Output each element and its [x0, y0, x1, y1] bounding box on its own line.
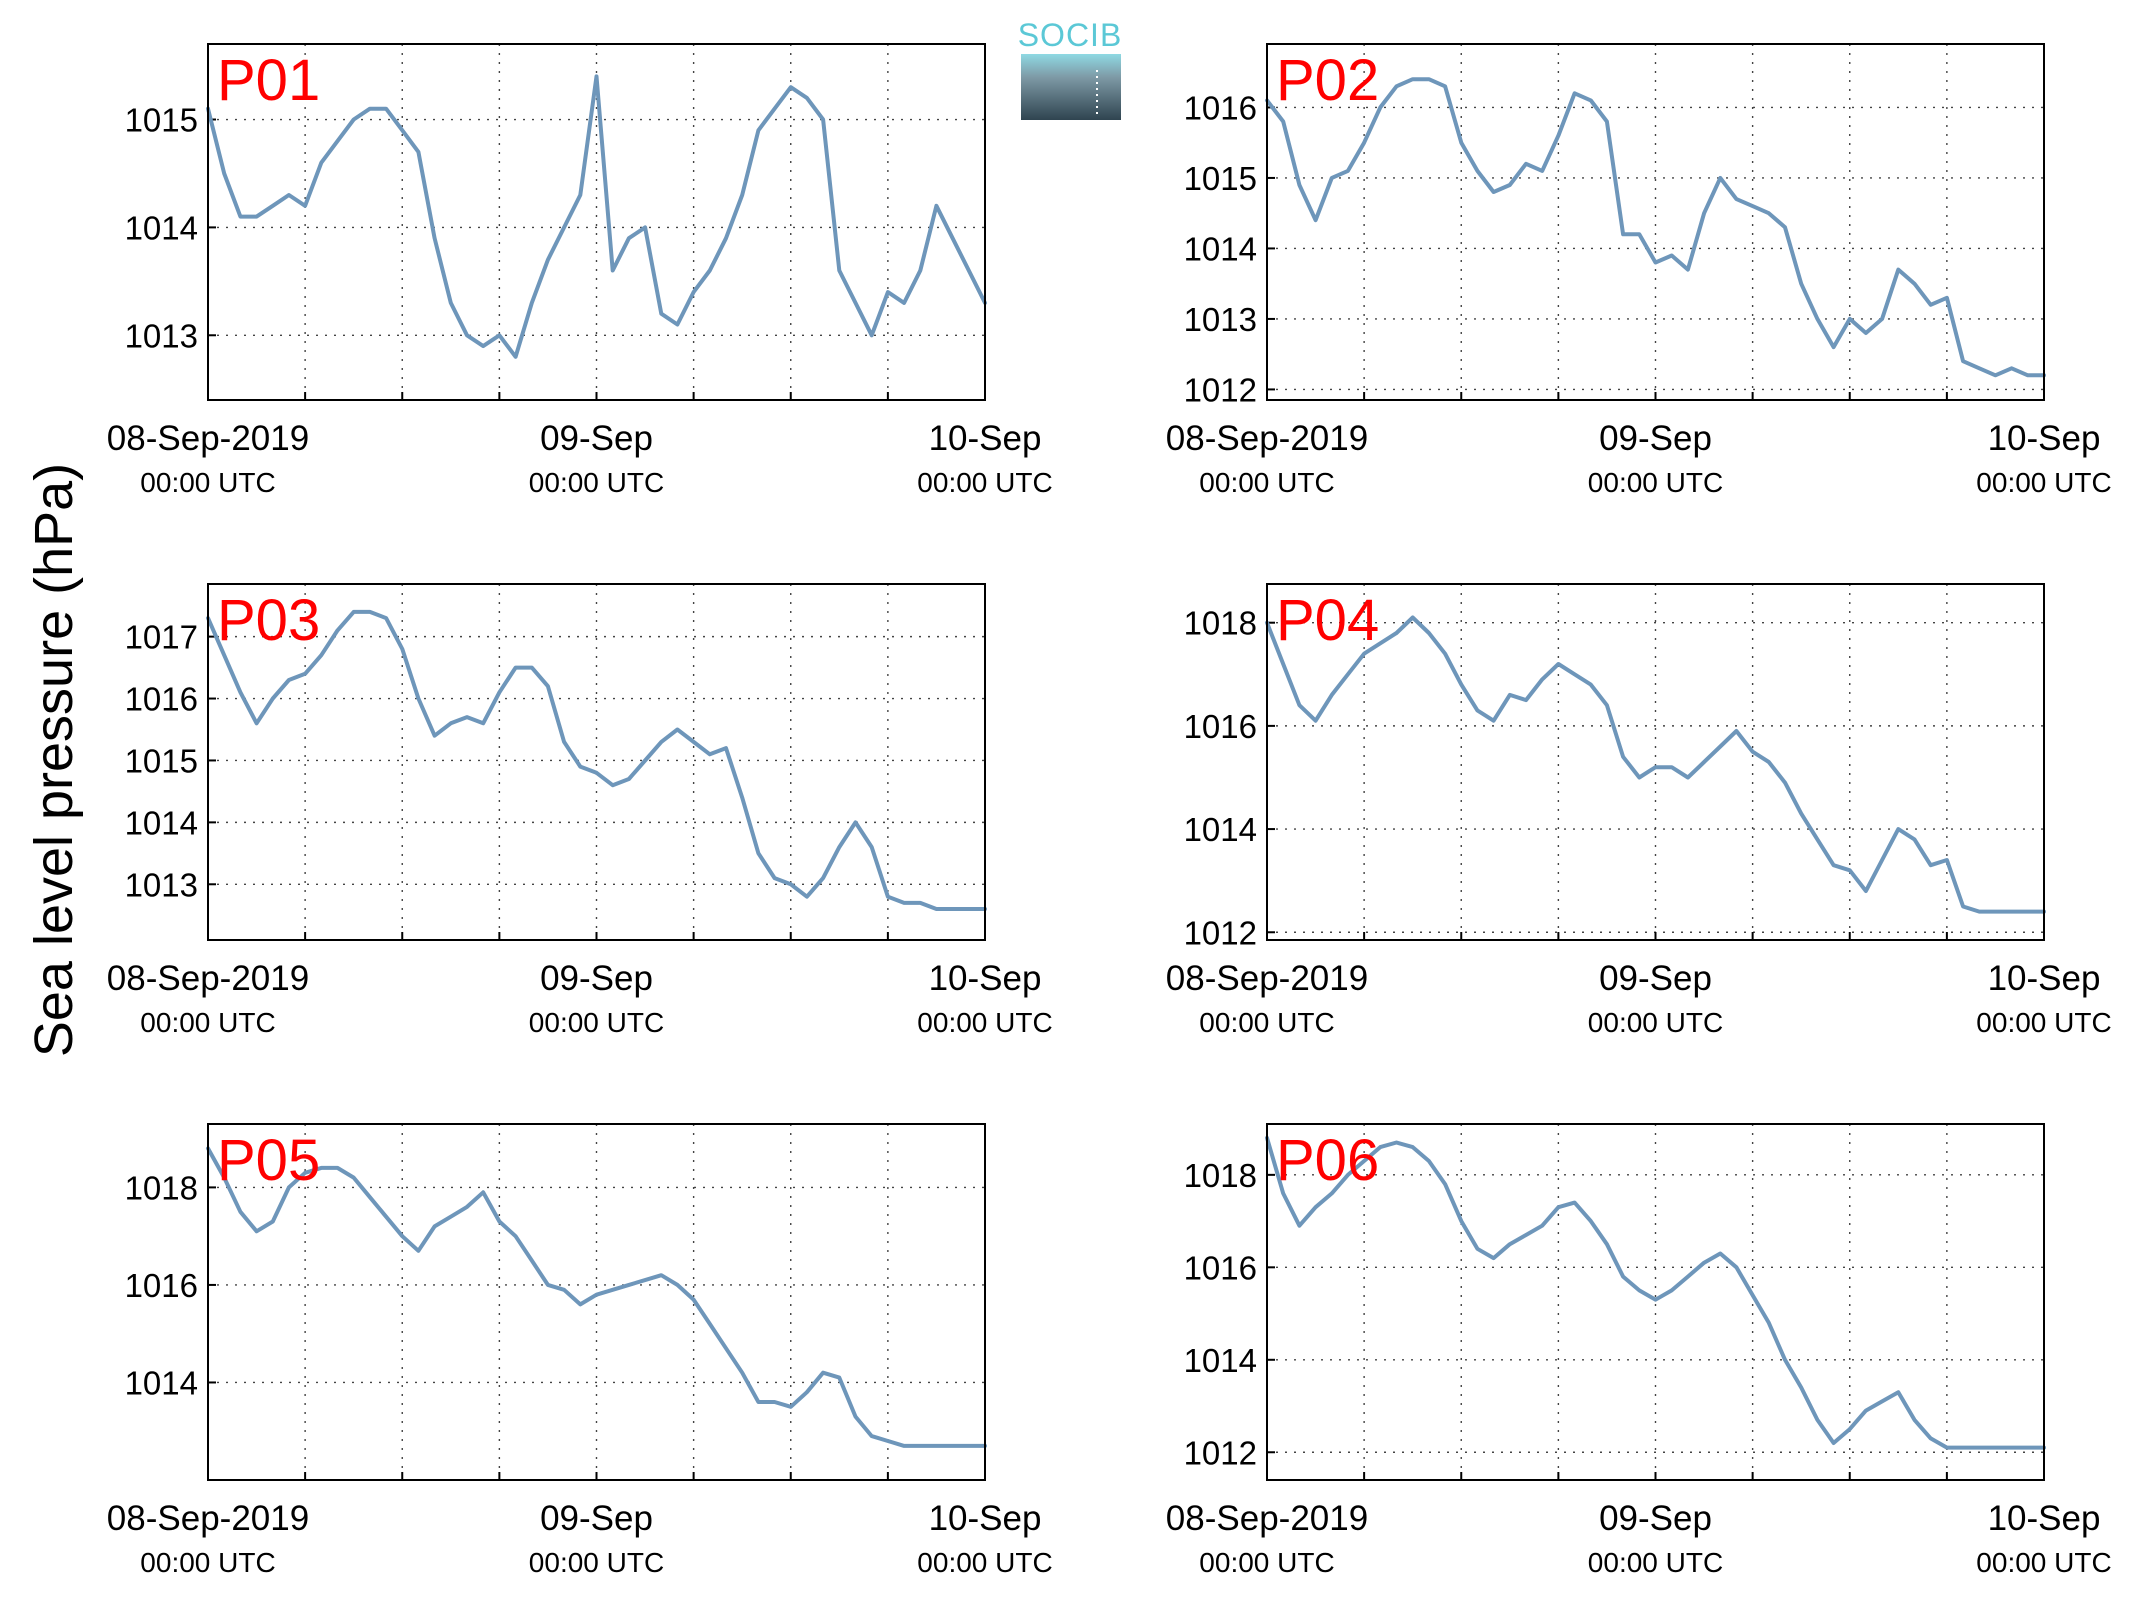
panel-label: P06	[1276, 1128, 1379, 1193]
x-tick-date-label: 08-Sep-2019	[1166, 959, 1368, 998]
axes-frame	[1266, 1123, 2045, 1481]
pressure-series-line	[206, 1146, 987, 1448]
y-tick-label: 1016	[1184, 708, 1257, 745]
y-tick-label: 1016	[125, 1267, 198, 1304]
socib-logo: SOCIB	[1018, 17, 1123, 120]
x-tick-date-label: 08-Sep-2019	[1166, 419, 1368, 458]
x-tick-time-label: 00:00 UTC	[1588, 467, 1723, 498]
logo-text: SOCIB	[1018, 17, 1123, 53]
y-tick-label: 1016	[125, 681, 198, 718]
panel-p06: 1012 1014 1016 1018 P06 08-Sep-2019 00:00 UTC 0…	[1166, 1123, 2112, 1578]
pressure-series-line	[1265, 1135, 2046, 1450]
x-tick-date-label: 09-Sep	[540, 1499, 653, 1538]
panel-label: P04	[1276, 588, 1379, 653]
y-tick-label: 1016	[1184, 1249, 1257, 1286]
x-tick-time-label: 00:00 UTC	[140, 467, 275, 498]
x-tick-time-label: 00:00 UTC	[1199, 467, 1334, 498]
y-tick-label: 1013	[1184, 301, 1257, 338]
x-tick-date-label: 09-Sep	[1599, 1499, 1712, 1538]
pressure-series-line	[1265, 77, 2046, 378]
panels: 1013 1014 1015 P01 08-Sep-2019 00:00 UTC 09-Se…	[107, 43, 2112, 1578]
y-tick-label: 1012	[1184, 1434, 1257, 1471]
x-tick-date-label: 10-Sep	[929, 419, 1042, 458]
axes-frame	[207, 43, 986, 401]
x-tick-date-label: 09-Sep	[540, 419, 653, 458]
x-tick-date-label: 09-Sep	[1599, 959, 1712, 998]
panel-p02: 1012 1013 1014 1015 1016 P02 08-Sep-2019 00:00 …	[1166, 43, 2112, 498]
x-tick-date-label: 08-Sep-2019	[107, 959, 309, 998]
axes-frame	[207, 583, 986, 941]
y-tick-label: 1016	[1184, 89, 1257, 126]
x-tick-date-label: 10-Sep	[929, 1499, 1042, 1538]
x-tick-time-label: 00:00 UTC	[917, 1007, 1052, 1038]
x-tick-date-label: 08-Sep-2019	[107, 1499, 309, 1538]
y-tick-label: 1014	[125, 1364, 198, 1401]
y-tick-label: 1012	[1184, 371, 1257, 408]
panel-label: P02	[1276, 48, 1379, 113]
x-tick-time-label: 00:00 UTC	[1976, 1547, 2111, 1578]
y-tick-label: 1015	[125, 102, 198, 139]
x-tick-date-label: 08-Sep-2019	[1166, 1499, 1368, 1538]
x-tick-time-label: 00:00 UTC	[917, 1547, 1052, 1578]
panel-label: P03	[217, 588, 320, 653]
x-tick-date-label: 10-Sep	[1988, 419, 2101, 458]
y-tick-label: 1018	[1184, 1157, 1257, 1194]
panel-p03: 1013 1014 1015 1016 1017 P03 08-Sep-2019 00:00 …	[107, 583, 1053, 1038]
y-tick-label: 1013	[125, 317, 198, 354]
y-tick-label: 1013	[125, 866, 198, 903]
pressure-series-line	[206, 74, 987, 359]
x-tick-time-label: 00:00 UTC	[1976, 1007, 2111, 1038]
x-tick-time-label: 00:00 UTC	[1588, 1007, 1723, 1038]
y-tick-label: 1014	[125, 209, 198, 246]
panel-p04: 1012 1014 1016 1018 P04 08-Sep-2019 00:00 UTC 0…	[1166, 583, 2112, 1038]
panel-label: P01	[217, 48, 320, 113]
y-tick-label: 1015	[125, 742, 198, 779]
x-tick-time-label: 00:00 UTC	[1976, 467, 2111, 498]
y-tick-label: 1012	[1184, 914, 1257, 951]
x-tick-date-label: 08-Sep-2019	[107, 419, 309, 458]
y-tick-label: 1014	[1184, 811, 1257, 848]
x-tick-time-label: 00:00 UTC	[529, 467, 664, 498]
y-tick-label: 1014	[1184, 1342, 1257, 1379]
pressure-series-line	[1265, 615, 2046, 914]
x-tick-time-label: 00:00 UTC	[1588, 1547, 1723, 1578]
pressure-series-line	[206, 609, 987, 911]
panel-p05: 1014 1016 1018 P05 08-Sep-2019 00:00 UTC 09-Se…	[107, 1123, 1053, 1578]
x-tick-date-label: 10-Sep	[1988, 959, 2101, 998]
axes-frame	[1266, 583, 2045, 941]
x-tick-time-label: 00:00 UTC	[140, 1007, 275, 1038]
axes-frame	[207, 1123, 986, 1481]
y-tick-label: 1017	[125, 619, 198, 656]
panel-label: P05	[217, 1128, 320, 1193]
logo-block	[1021, 54, 1121, 120]
axes-frame	[1266, 43, 2045, 401]
y-tick-label: 1018	[1184, 605, 1257, 642]
y-tick-label: 1014	[1184, 230, 1257, 267]
y-tick-label: 1015	[1184, 160, 1257, 197]
y-axis-label: Sea level pressure (hPa)	[24, 463, 84, 1057]
x-tick-date-label: 10-Sep	[929, 959, 1042, 998]
y-tick-label: 1018	[125, 1169, 198, 1206]
x-tick-time-label: 00:00 UTC	[140, 1547, 275, 1578]
x-tick-time-label: 00:00 UTC	[529, 1007, 664, 1038]
x-tick-time-label: 00:00 UTC	[1199, 1547, 1334, 1578]
x-tick-time-label: 00:00 UTC	[1199, 1007, 1334, 1038]
panel-p01: 1013 1014 1015 P01 08-Sep-2019 00:00 UTC 09-Se…	[107, 43, 1053, 498]
x-tick-date-label: 10-Sep	[1988, 1499, 2101, 1538]
y-tick-label: 1014	[125, 804, 198, 841]
x-tick-time-label: 00:00 UTC	[529, 1547, 664, 1578]
x-tick-date-label: 09-Sep	[1599, 419, 1712, 458]
x-tick-time-label: 00:00 UTC	[917, 467, 1052, 498]
x-tick-date-label: 09-Sep	[540, 959, 653, 998]
